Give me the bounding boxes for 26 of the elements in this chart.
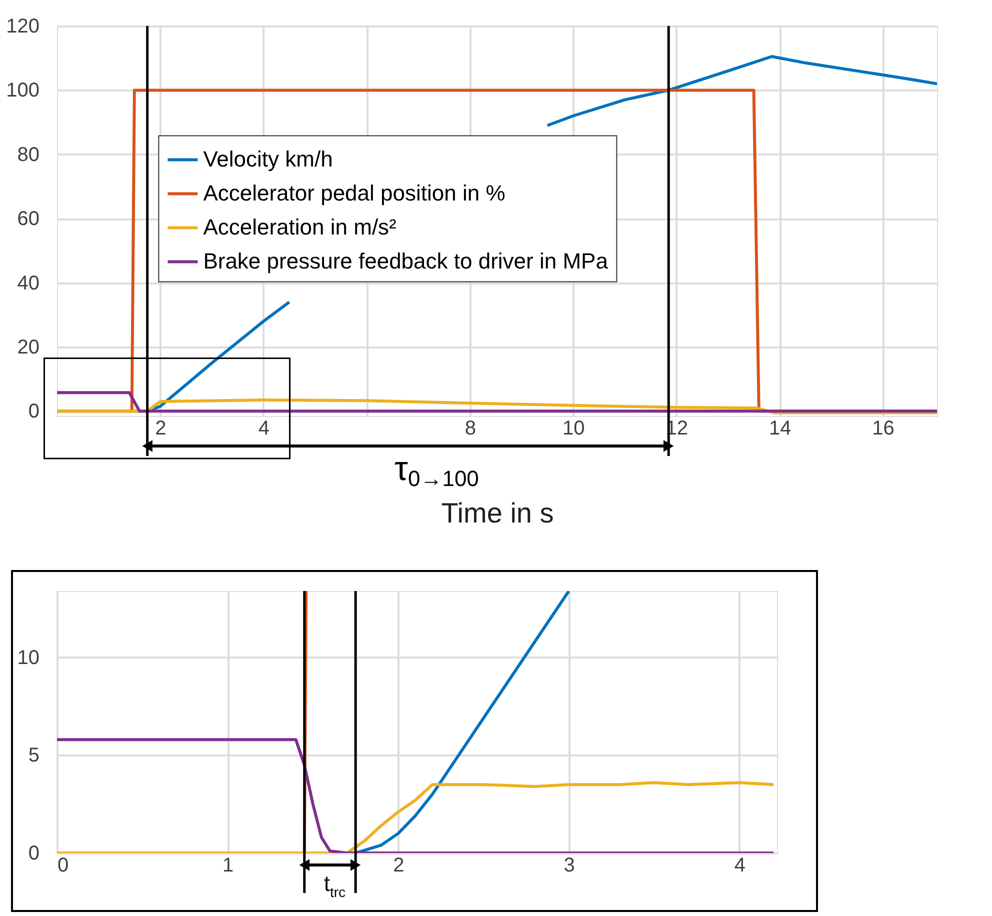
x-tick-label: 2	[393, 854, 404, 876]
y-tick-label: 5	[28, 744, 40, 767]
x-tick-label: 1	[222, 854, 234, 876]
x-tick-label: 10	[562, 418, 585, 440]
legend-label: Brake pressure feedback to driver in MPa	[203, 248, 609, 274]
x-tick-label: 8	[464, 418, 476, 440]
y-tick-label: 80	[17, 144, 40, 166]
x-tick-label: 14	[768, 418, 792, 440]
y-tick-label: 0	[28, 400, 40, 423]
y-tick-label: 10	[17, 646, 40, 669]
x-tick-label: 0	[58, 854, 69, 876]
y-tick-label: 40	[17, 272, 40, 294]
line-series	[57, 398, 937, 414]
legend-label: Accelerator pedal position in %	[203, 180, 506, 206]
y-tick-label: 100	[6, 80, 40, 102]
legend-label: Velocity km/h	[203, 146, 333, 172]
y-tick-label: 60	[17, 208, 40, 230]
legend-label: Acceleration in m/s²	[203, 214, 396, 240]
x-tick-label: 16	[872, 418, 894, 440]
y-tick-label: 20	[17, 336, 40, 358]
x-axis-title: Time in s	[441, 498, 554, 528]
y-tick-label: 120	[6, 16, 40, 38]
x-tick-label: 4	[258, 418, 270, 440]
x-tick-label: 4	[734, 854, 746, 876]
x-tick-label: 2	[155, 418, 166, 440]
x-tick-label: 3	[564, 854, 575, 876]
